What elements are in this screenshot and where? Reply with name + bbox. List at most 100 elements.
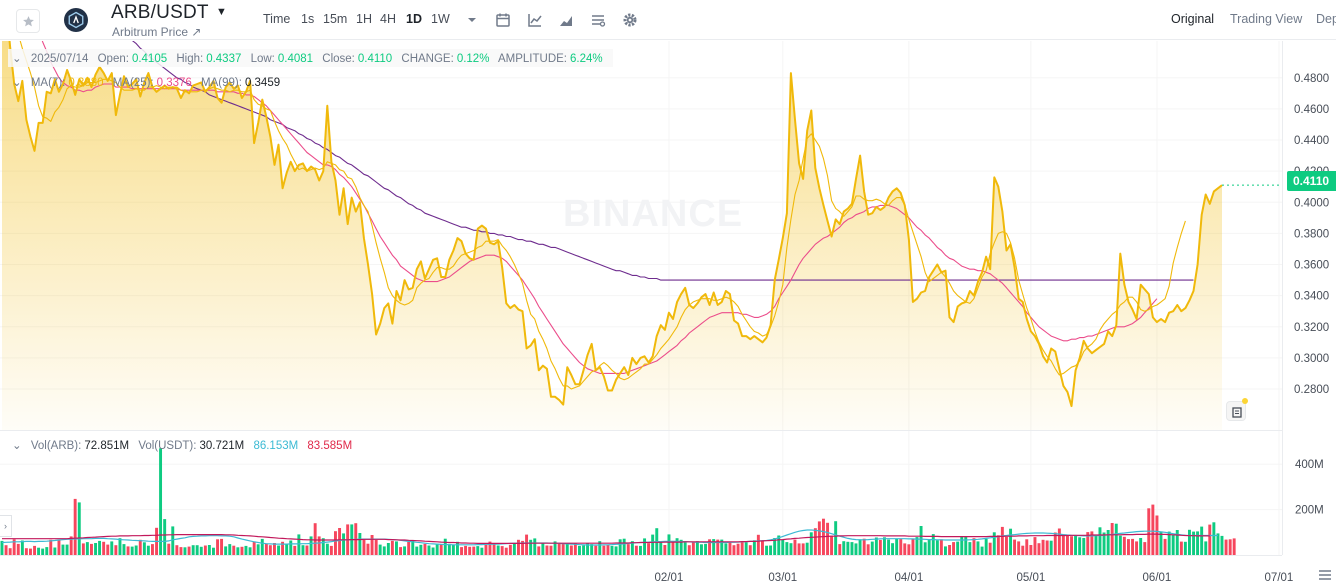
volume-bar bbox=[1196, 531, 1200, 555]
tab-1s[interactable]: 1s bbox=[301, 12, 315, 26]
price-tick-label: 0.3400 bbox=[1294, 291, 1329, 303]
vol-arb-value: 72.851M bbox=[84, 440, 130, 452]
volume-bar bbox=[496, 545, 500, 555]
settings-lines-icon[interactable] bbox=[1318, 569, 1332, 581]
volume-bar bbox=[752, 540, 756, 555]
volume-bar bbox=[610, 545, 614, 555]
volume-bar bbox=[179, 547, 183, 555]
volume-bar bbox=[765, 545, 769, 555]
volume-bar bbox=[1151, 504, 1155, 555]
notification-dot bbox=[1242, 398, 1248, 404]
volume-bar bbox=[126, 546, 130, 555]
ma99-value: 0.3459 bbox=[244, 77, 281, 89]
volume-bar bbox=[606, 545, 610, 555]
vol-legend-toggle-icon[interactable]: ⌄ bbox=[12, 440, 22, 452]
volume-bar bbox=[358, 533, 362, 555]
ma7-label: MA(7): bbox=[30, 77, 66, 89]
chevron-down-icon[interactable] bbox=[464, 12, 480, 28]
tab-15m[interactable]: 15m bbox=[323, 12, 348, 26]
pair-subtitle-link[interactable]: Arbitrum Price ↗ bbox=[112, 25, 202, 39]
volume-bar bbox=[236, 547, 240, 555]
volume-legend: ⌄ Vol(ARB): 72.851M Vol(USDT): 30.721M 86.… bbox=[8, 438, 362, 452]
volume-bar bbox=[598, 541, 602, 555]
volume-bar bbox=[378, 544, 382, 555]
volume-bar bbox=[838, 544, 842, 555]
calendar-icon[interactable] bbox=[495, 12, 511, 28]
ma-legend-toggle-icon[interactable]: ⌄ bbox=[12, 77, 22, 89]
volume-bar bbox=[277, 545, 281, 555]
volume-bar bbox=[451, 544, 455, 555]
tab-original[interactable]: Original bbox=[1171, 12, 1215, 26]
line-chart-icon[interactable] bbox=[558, 12, 574, 28]
volume-bar bbox=[744, 542, 748, 555]
volume-bar bbox=[1066, 535, 1069, 555]
volume-bar bbox=[273, 543, 276, 555]
volume-bar bbox=[407, 541, 411, 555]
volume-bar bbox=[472, 546, 476, 555]
volume-bar bbox=[73, 498, 77, 555]
volume-bar bbox=[724, 543, 728, 555]
volume-bar bbox=[594, 545, 598, 555]
tab-1w[interactable]: 1W bbox=[431, 12, 450, 26]
price-tick-label: 0.3000 bbox=[1294, 353, 1329, 365]
pair-dropdown-icon[interactable]: ▼ bbox=[216, 6, 227, 18]
volume-bar bbox=[1200, 526, 1204, 555]
volume-bar bbox=[12, 539, 16, 555]
volume-bar bbox=[533, 538, 537, 555]
pair-title[interactable]: ARB/USDT bbox=[111, 2, 209, 23]
volume-bar bbox=[935, 540, 939, 555]
volume-bar bbox=[996, 535, 1000, 555]
tab-trading-view[interactable]: Trading View bbox=[1230, 12, 1303, 26]
volume-bar bbox=[240, 546, 244, 555]
volume-bar bbox=[1013, 539, 1017, 555]
volume-bar bbox=[805, 542, 809, 555]
volume-bar bbox=[435, 543, 439, 555]
volume-bar bbox=[1033, 537, 1037, 555]
star-icon bbox=[22, 15, 34, 26]
chart-settings-icon[interactable] bbox=[590, 12, 606, 28]
volume-bar bbox=[630, 541, 634, 555]
volume-bar bbox=[403, 546, 407, 555]
volume-bar bbox=[1135, 541, 1139, 555]
amplitude-label: AMPLITUDE: bbox=[497, 53, 567, 65]
volume-bar bbox=[45, 547, 49, 555]
low-label: Low: bbox=[250, 53, 275, 65]
favorite-button[interactable] bbox=[16, 9, 40, 33]
tab-depth[interactable]: Depth bbox=[1316, 12, 1336, 26]
volume-ma1-line bbox=[1, 529, 1218, 546]
volume-bar bbox=[683, 542, 687, 555]
volume-bar bbox=[931, 534, 935, 555]
collapse-panel-button[interactable]: › bbox=[0, 515, 12, 537]
tab-1d[interactable]: 1D bbox=[406, 12, 422, 26]
tab-time[interactable]: Time bbox=[263, 12, 291, 26]
volume-bar bbox=[565, 543, 569, 555]
ma7-value: 0.3880 bbox=[68, 77, 104, 89]
volume-bar bbox=[927, 540, 931, 555]
volume-bar bbox=[53, 547, 57, 555]
volume-bar bbox=[289, 540, 293, 555]
volume-bar bbox=[431, 547, 435, 555]
volume-bar bbox=[464, 545, 468, 555]
volume-bar bbox=[691, 541, 695, 555]
tab-1h[interactable]: 1H bbox=[356, 12, 372, 26]
notes-button[interactable] bbox=[1226, 398, 1248, 421]
volume-bar bbox=[1090, 531, 1094, 555]
tab-4h[interactable]: 4H bbox=[380, 12, 396, 26]
volume-bar bbox=[557, 543, 561, 555]
indicator-icon[interactable] bbox=[527, 12, 543, 28]
volume-bar bbox=[1232, 538, 1236, 555]
volume-bar bbox=[521, 540, 525, 555]
gear-icon[interactable] bbox=[622, 12, 638, 28]
volume-bar bbox=[1131, 538, 1135, 555]
volume-bar bbox=[1070, 536, 1074, 555]
volume-bar bbox=[1208, 524, 1212, 555]
volume-bar bbox=[301, 545, 305, 555]
legend-toggle-icon[interactable]: ⌄ bbox=[12, 53, 22, 65]
volume-bar bbox=[212, 547, 215, 555]
ma-legend: ⌄ MA(7): 0.3880 MA(25): 0.3376 MA(99): 0.34… bbox=[8, 75, 290, 89]
volume-bar bbox=[362, 538, 366, 555]
price-tick-label: 0.3800 bbox=[1294, 228, 1329, 240]
volume-bar bbox=[923, 542, 927, 555]
volume-bar bbox=[773, 538, 777, 555]
